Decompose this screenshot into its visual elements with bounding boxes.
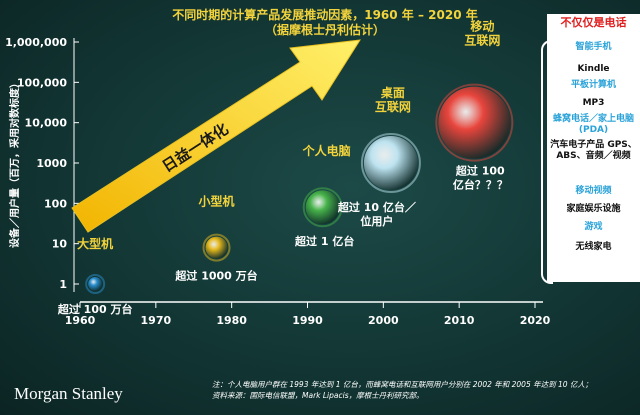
data-bubble [438,86,511,159]
data-bubble [205,236,228,259]
bubble-value-label: 超过 1000 万台 [174,269,257,283]
bubble-name-label: 互联网 [375,100,411,114]
bubble-value-label: 超过 100 [455,164,505,178]
bubble-name-label: 小型机 [198,194,234,209]
y-tick-label: 10 [52,238,68,251]
chart-subtitle: （据摩根士丹利估计） [264,23,385,37]
x-tick-label: 2020 [520,314,551,327]
bubble-name-label: 桌面 [380,85,405,100]
bubble-glow [435,83,514,162]
panel-item: 平板计算机 [570,80,616,90]
data-bubble [363,136,418,190]
bubble-name-label: 互联网 [464,34,500,48]
x-tick-label: 2010 [444,314,475,327]
panel-item: Kindle [577,64,610,74]
y-tick-label: 1000 [36,157,67,170]
x-tick-label: 1990 [292,314,323,327]
panel-item: 家庭娱乐设施 [566,204,621,214]
bubble-glow [202,233,231,262]
bubble-value-label: 超过 10 亿台／ [337,200,416,214]
y-tick-label: 100 [44,197,67,210]
panel-item: 蜂窝电话／家上电脑 (PDA) [552,114,634,135]
panel-item: 智能手机 [575,42,612,52]
panel-heading: 不仅仅是电话 [547,14,640,34]
bubble-value-label: 超过 100 万台 [57,302,133,316]
bubble-name-label: 移动 [470,19,494,34]
bubble-glow [85,274,106,294]
y-tick-label: 1 [59,278,67,291]
x-tick-label: 1960 [65,314,96,327]
panel-item: 移动视频 [575,186,612,196]
bubble-value-label: 亿台？？？ [453,178,508,192]
growth-arrow [71,39,361,233]
y-axis-label: 设备／用户量（百万，采用对数标度） [8,78,21,248]
panel-item: MP3 [582,98,605,108]
bubble-name-label: 个人电脑 [302,143,351,158]
panel-item: 汽车电子产品 GPS、ABS、音频／视频 [550,140,637,161]
data-bubble [305,190,340,225]
x-tick-label: 1980 [216,314,247,327]
panel-item: 游戏 [584,222,603,232]
bubble-glow [302,187,343,228]
x-tick-label: 1970 [141,314,172,327]
y-tick-label: 1,000,000 [5,36,67,49]
panel-item: 无线家电 [575,242,612,252]
y-tick-label: 10,000 [25,117,68,130]
y-tick-label: 100,000 [17,76,67,89]
chart-title: 不同时期的计算产品发展推动因素，1960 年 – 2020 年 [172,8,478,22]
bubble-name-label: 大型机 [77,236,113,251]
data-bubble [88,277,103,291]
side-panel: 不仅仅是电话 智能手机 Kindle 平板计算机 MP3 蜂窝电话／家上电脑 (PDA)… [547,14,640,282]
brand-logo-text: Morgan Stanley [14,384,123,403]
bubble-value-label: 超过 1 亿台 [294,234,354,248]
footnote-line-1: 注：个人电脑用户群在 1993 年达到 1 亿台，而蜂窝电话和互联网用户分别在 … [212,380,593,389]
footnote-line-2: 资料来源：国际电信联盟，Mark Lipacis，摩根士丹利研究部。 [212,391,424,400]
bubble-value-label: 位用户 [360,214,393,228]
bubble-glow [360,133,421,193]
x-tick-label: 2000 [368,314,399,327]
